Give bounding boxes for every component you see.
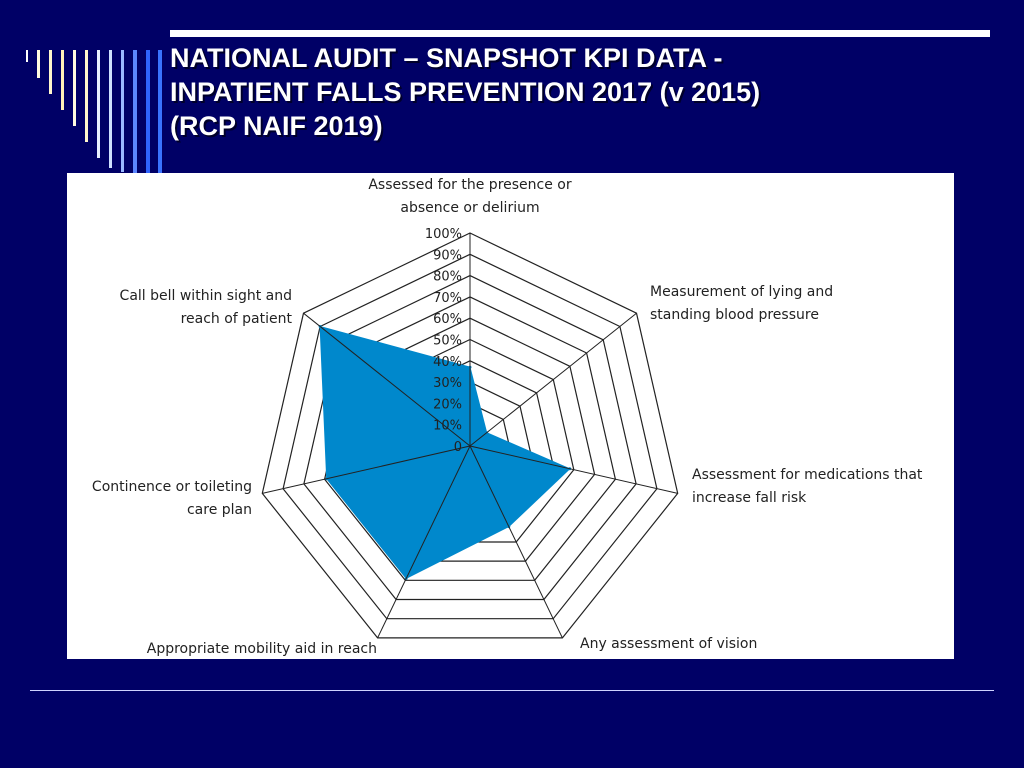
tick-label: 50% — [433, 334, 462, 349]
category-label: Call bell within sight and reach of patie… — [120, 288, 293, 327]
category-label-line: Measurement of lying and — [650, 284, 833, 300]
series-area — [319, 325, 571, 580]
category-label-line: absence or delirium — [400, 200, 539, 216]
axis-spoke — [469, 445, 678, 494]
tick-label: 80% — [433, 270, 462, 285]
axis-spoke — [469, 312, 637, 447]
tick-label: 90% — [433, 248, 462, 263]
title-line-1: NATIONAL AUDIT – SNAPSHOT KPI DATA - — [170, 43, 723, 73]
category-label-line: care plan — [187, 502, 252, 518]
category-label: Appropriate mobility aid in reach — [147, 641, 377, 657]
category-label: Measurement of lying and standing blood p… — [650, 284, 833, 323]
tick-label: 60% — [433, 312, 462, 327]
axis-spoke — [469, 445, 563, 639]
category-label-line: Continence or toileting — [92, 479, 252, 495]
radar-spokes — [262, 233, 678, 639]
category-label-line: reach of patient — [181, 311, 293, 327]
category-label: Assessment for medications that increase … — [692, 467, 923, 506]
tick-label: 0 — [454, 440, 462, 455]
tick-label: 40% — [433, 355, 462, 370]
category-label-line: standing blood pressure — [650, 307, 819, 323]
tick-label: 30% — [433, 376, 462, 391]
title-line-3: (RCP NAIF 2019) — [170, 111, 383, 141]
category-label-line: Appropriate mobility aid in reach — [147, 641, 377, 657]
axis-spoke — [303, 312, 471, 447]
tick-label: 10% — [433, 419, 462, 434]
axis-spoke — [262, 445, 471, 494]
category-label-line: Call bell within sight and — [120, 288, 292, 304]
category-label: Any assessment of vision — [580, 636, 757, 652]
grid-ring — [261, 232, 679, 639]
axis-spoke — [377, 445, 471, 639]
decorative-stripes — [26, 50, 162, 174]
radar-category-labels: Assessed for the presence or absence or d… — [92, 177, 923, 657]
category-label: Assessed for the presence or absence or d… — [368, 177, 571, 216]
category-label-line: Assessment for medications that — [692, 467, 923, 483]
bottom-rule — [30, 690, 994, 691]
radar-chart: 0 10% 20% 30% 40% 50% 60% 70% 80% 90% 100% Assesse… — [92, 177, 923, 657]
tick-label: 70% — [433, 291, 462, 306]
tick-label: 20% — [433, 397, 462, 412]
radar-tick-labels: 0 10% 20% 30% 40% 50% 60% 70% 80% 90% 100% — [425, 227, 462, 455]
tick-label: 100% — [425, 227, 462, 242]
category-label-line: increase fall risk — [692, 490, 807, 506]
category-label: Continence or toileting care plan — [92, 479, 252, 518]
grid-ring — [282, 253, 658, 620]
slide-title: NATIONAL AUDIT – SNAPSHOT KPI DATA - INP… — [170, 41, 970, 143]
top-rule — [170, 30, 990, 37]
category-label-line: Assessed for the presence or — [368, 177, 571, 193]
category-label-line: Any assessment of vision — [580, 636, 757, 652]
chart-panel: 0 10% 20% 30% 40% 50% 60% 70% 80% 90% 100% Assesse… — [67, 173, 954, 659]
title-line-2: INPATIENT FALLS PREVENTION 2017 (v 2015) — [170, 77, 761, 107]
